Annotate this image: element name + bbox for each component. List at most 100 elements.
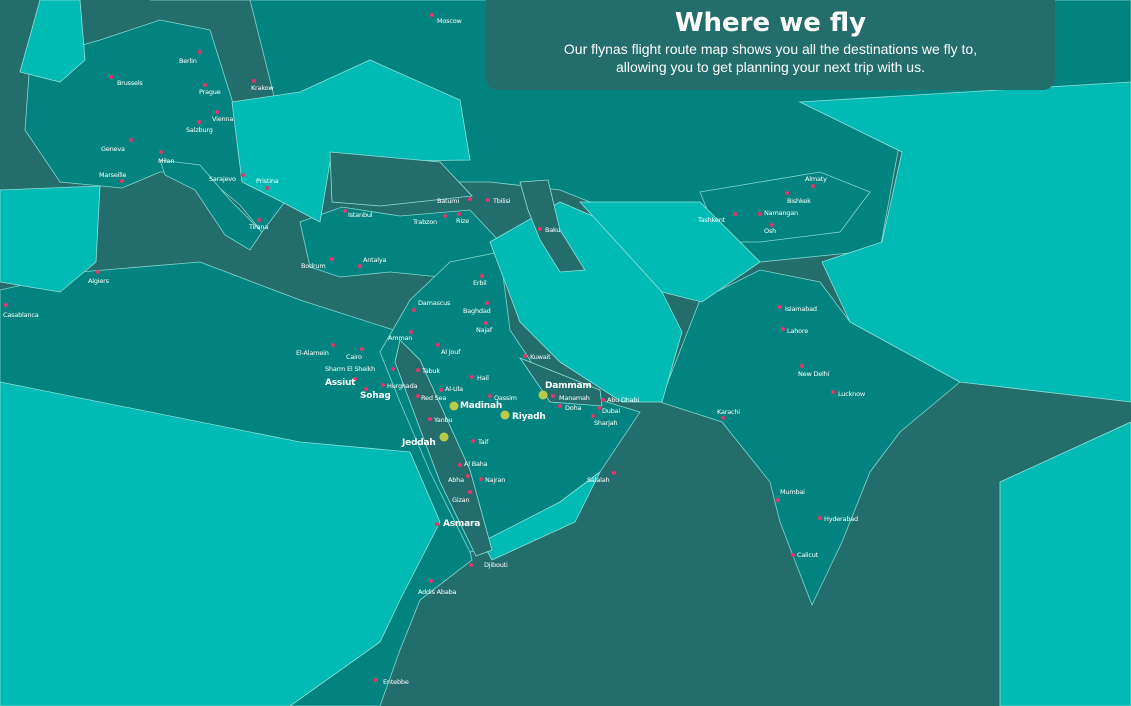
destination-marker-baku[interactable] bbox=[538, 227, 542, 231]
destination-marker-sharm-el-sheikh[interactable] bbox=[391, 367, 395, 371]
destination-marker-karachi[interactable] bbox=[721, 416, 725, 420]
city-label-calicut[interactable]: Calicut bbox=[797, 551, 818, 559]
destination-marker-berlin[interactable] bbox=[198, 50, 202, 54]
city-label-jeddah[interactable]: Jeddah bbox=[402, 438, 436, 448]
city-label-lahore[interactable]: Lahore bbox=[787, 327, 809, 335]
city-label-sharjah[interactable]: Sharjah bbox=[594, 419, 618, 427]
city-label-taif[interactable]: Taif bbox=[478, 438, 489, 446]
destination-marker-baghdad[interactable] bbox=[485, 301, 489, 305]
city-label-trabzon[interactable]: Trabzon bbox=[413, 218, 437, 226]
city-label-bishkek[interactable]: Bishkek bbox=[787, 197, 811, 205]
city-label-amman[interactable]: Amman bbox=[388, 334, 413, 342]
destination-marker-al-jouf[interactable] bbox=[436, 343, 440, 347]
destination-marker-almaty[interactable] bbox=[811, 184, 815, 188]
destination-marker-namangan[interactable] bbox=[758, 212, 762, 216]
city-label-salzburg[interactable]: Salzburg bbox=[186, 126, 213, 134]
destination-marker-el-alamein[interactable] bbox=[331, 343, 335, 347]
destination-marker-milan[interactable] bbox=[159, 150, 163, 154]
city-label-sohag[interactable]: Sohag bbox=[360, 391, 391, 401]
destination-marker-erbil[interactable] bbox=[480, 274, 484, 278]
city-label-abu-dhabi[interactable]: Abu Dhabi bbox=[607, 396, 639, 404]
destination-marker-sohag[interactable] bbox=[364, 387, 368, 391]
city-label-osh[interactable]: Osh bbox=[764, 227, 777, 235]
destination-marker-calicut[interactable] bbox=[791, 553, 795, 557]
city-label-pristina[interactable]: Pristina bbox=[256, 177, 279, 185]
city-label-qassim[interactable]: Qassim bbox=[494, 394, 517, 402]
city-label-berlin[interactable]: Berlin bbox=[179, 57, 197, 65]
destination-marker-tbilisi[interactable] bbox=[486, 198, 490, 202]
destination-marker-algiers[interactable] bbox=[96, 270, 100, 274]
hub-marker-madinah[interactable] bbox=[449, 401, 459, 411]
city-label-vienna[interactable]: Vienna bbox=[212, 115, 234, 123]
destination-marker-islamabad[interactable] bbox=[778, 305, 782, 309]
destination-marker-abha[interactable] bbox=[466, 474, 470, 478]
city-label-abha[interactable]: Abha bbox=[448, 476, 464, 484]
destination-marker-damascus[interactable] bbox=[412, 308, 416, 312]
hub-marker-riyadh[interactable] bbox=[500, 410, 510, 420]
city-label-asmara[interactable]: Asmara bbox=[443, 519, 481, 529]
city-label-sarajevo[interactable]: Sarajevo bbox=[209, 175, 236, 183]
destination-marker-prague[interactable] bbox=[203, 83, 207, 87]
destination-marker-casablanca[interactable] bbox=[4, 303, 8, 307]
city-label-namangan[interactable]: Namangan bbox=[764, 209, 798, 217]
destination-marker-sarajevo[interactable] bbox=[241, 173, 245, 177]
destination-marker-bodrum[interactable] bbox=[330, 257, 334, 261]
city-label-cairo[interactable]: Cairo bbox=[346, 353, 362, 361]
city-label-prague[interactable]: Prague bbox=[199, 88, 221, 96]
city-label-al-jouf[interactable]: Al Jouf bbox=[441, 348, 461, 356]
destination-marker-taif[interactable] bbox=[471, 439, 475, 443]
city-label-batumi[interactable]: Batumi bbox=[437, 197, 460, 205]
city-label-algiers[interactable]: Algiers bbox=[88, 277, 109, 285]
city-label-tashkent[interactable]: Tashkent bbox=[698, 216, 725, 224]
city-label-salalah[interactable]: Salalah bbox=[587, 476, 610, 484]
destination-marker-yanbu[interactable] bbox=[428, 417, 432, 421]
destination-marker-asmara[interactable] bbox=[435, 522, 439, 526]
city-label-addis-ababa[interactable]: Addis Ababa bbox=[418, 588, 457, 596]
hub-marker-jeddah[interactable] bbox=[439, 432, 449, 442]
city-label-el-alamein[interactable]: El-Alamein bbox=[296, 349, 329, 357]
city-label-tabuk[interactable]: Tabuk bbox=[422, 367, 440, 375]
city-label-al-baha[interactable]: Al Baha bbox=[464, 460, 488, 468]
destination-marker-abu-dhabi[interactable] bbox=[601, 398, 605, 402]
destination-marker-trabzon[interactable] bbox=[443, 214, 447, 218]
destination-marker-krakow[interactable] bbox=[252, 79, 256, 83]
city-label-hyderabad[interactable]: Hyderabad bbox=[824, 515, 858, 523]
city-label-najran[interactable]: Najran bbox=[485, 476, 506, 484]
city-label-marseille[interactable]: Marseille bbox=[99, 171, 127, 179]
city-label-krakow[interactable]: Krakow bbox=[251, 84, 274, 92]
city-label-kuwait[interactable]: Kuwait bbox=[530, 353, 551, 361]
destination-marker-doha[interactable] bbox=[558, 404, 562, 408]
city-label-new-delhi[interactable]: New Delhi bbox=[798, 370, 830, 378]
city-label-casablanca[interactable]: Casablanca bbox=[3, 311, 39, 319]
city-label-karachi[interactable]: Karachi bbox=[717, 408, 740, 416]
hub-marker-dammam[interactable] bbox=[538, 390, 548, 400]
destination-marker-cairo[interactable] bbox=[360, 347, 364, 351]
destination-marker-al-baha[interactable] bbox=[458, 463, 462, 467]
city-label-bodrum[interactable]: Bodrum bbox=[301, 262, 326, 270]
destination-marker-najran[interactable] bbox=[479, 477, 483, 481]
destination-marker-djibouti[interactable] bbox=[469, 563, 473, 567]
city-label-djibouti[interactable]: Djibouti bbox=[484, 561, 508, 569]
city-label-dubai[interactable]: Dubai bbox=[602, 407, 621, 415]
destination-marker-antalya[interactable] bbox=[358, 264, 362, 268]
destination-marker-bishkek[interactable] bbox=[785, 191, 789, 195]
destination-marker-salalah[interactable] bbox=[612, 471, 616, 475]
city-label-baghdad[interactable]: Baghdad bbox=[463, 307, 491, 315]
city-label-red-sea[interactable]: Red Sea bbox=[421, 394, 447, 402]
destination-marker-hurghada[interactable] bbox=[381, 383, 385, 387]
city-label-riyadh[interactable]: Riyadh bbox=[512, 412, 546, 422]
city-label-rize[interactable]: Rize bbox=[456, 217, 469, 225]
destination-marker-tabuk[interactable] bbox=[416, 368, 420, 372]
city-label-hurghada[interactable]: Hurghada bbox=[387, 382, 418, 390]
city-label-al-ula[interactable]: Al-Ula bbox=[445, 385, 463, 393]
destination-marker-osh[interactable] bbox=[770, 223, 774, 227]
destination-marker-moscow[interactable] bbox=[430, 13, 434, 17]
destination-marker-new-delhi[interactable] bbox=[800, 364, 804, 368]
destination-marker-vienna[interactable] bbox=[215, 110, 219, 114]
destination-marker-najaf[interactable] bbox=[484, 321, 488, 325]
city-label-hail[interactable]: Hail bbox=[477, 374, 489, 382]
city-label-moscow[interactable]: Moscow bbox=[437, 17, 462, 25]
city-label-entebbe[interactable]: Entebbe bbox=[383, 678, 409, 686]
destination-marker-hyderabad[interactable] bbox=[818, 516, 822, 520]
